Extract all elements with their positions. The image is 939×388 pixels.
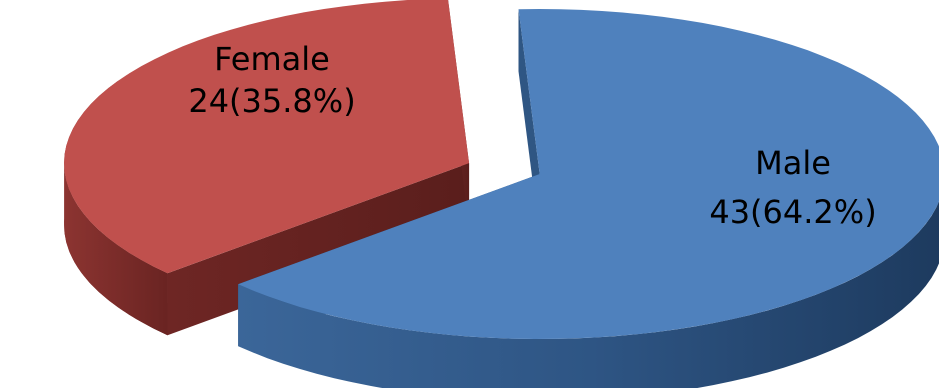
female-label-category: Female	[214, 40, 330, 78]
female-top-face	[64, 0, 470, 274]
labels-layer: Female 24(35.8%) Male 43(64.2%)	[188, 40, 876, 231]
slice-male	[238, 9, 939, 388]
male-label-category: Male	[755, 144, 831, 182]
male-top-face	[238, 9, 939, 339]
slices-layer	[64, 0, 939, 388]
male-outer-side	[238, 201, 939, 388]
female-label-value: 24(35.8%)	[188, 82, 355, 120]
male-label-value: 43(64.2%)	[709, 193, 876, 231]
